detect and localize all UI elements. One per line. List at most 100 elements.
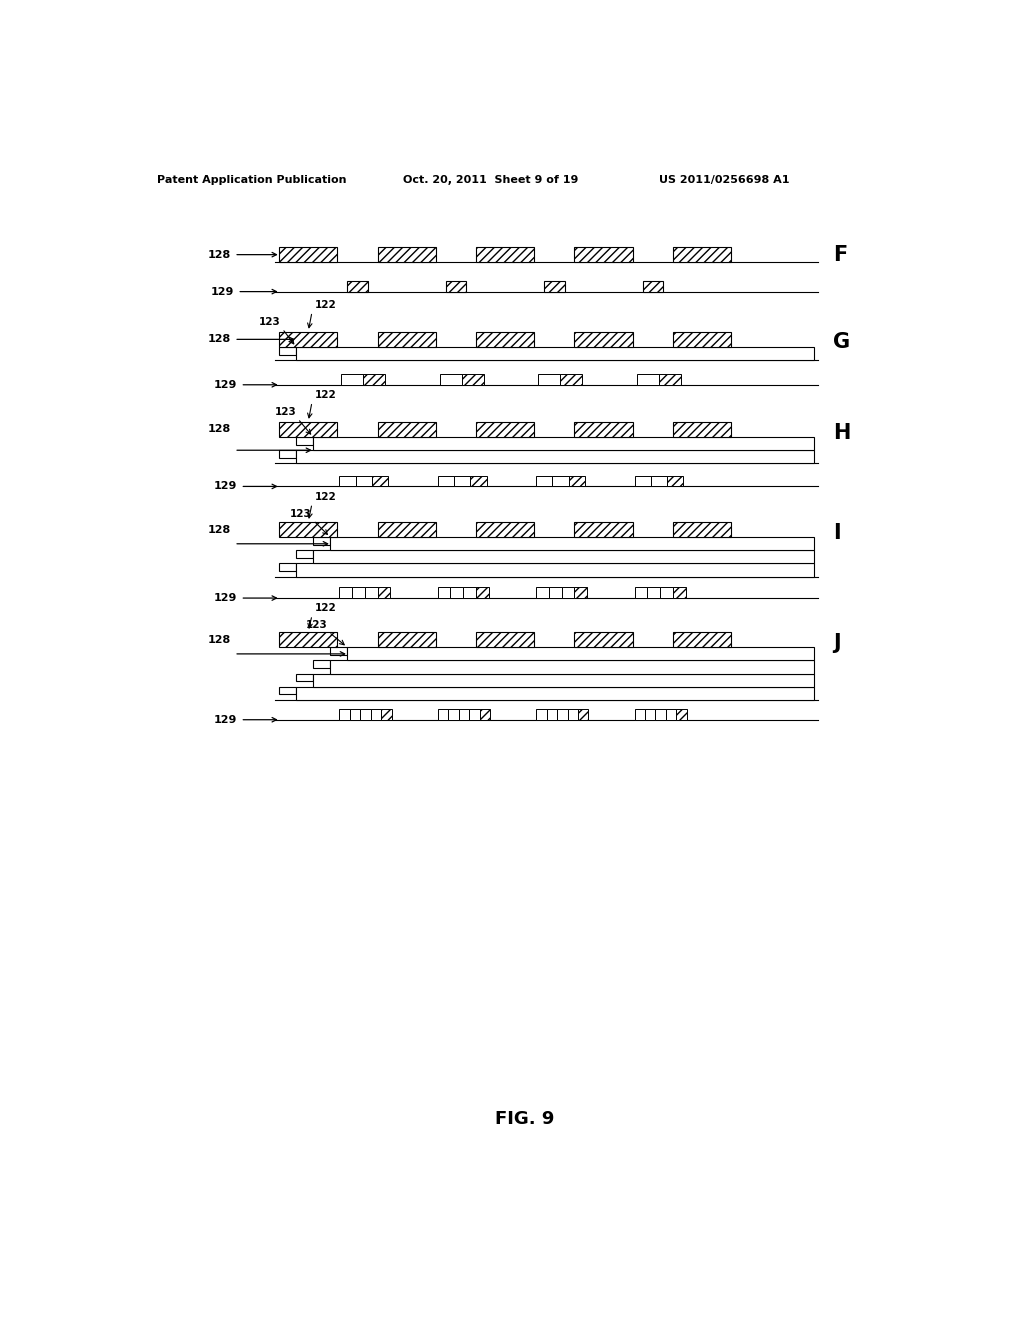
Bar [296, 564, 814, 577]
Bar [574, 521, 633, 537]
Bar [339, 587, 352, 598]
Bar [280, 521, 337, 537]
Bar [476, 422, 535, 437]
Bar [470, 475, 486, 487]
Text: 129: 129 [211, 286, 234, 297]
Bar [574, 632, 633, 647]
Text: 123: 123 [274, 407, 296, 417]
Bar [547, 709, 557, 719]
Text: F: F [834, 244, 848, 264]
Bar [562, 587, 574, 598]
Bar [280, 450, 296, 458]
Bar [296, 347, 814, 360]
Bar [296, 550, 313, 558]
Text: 129: 129 [214, 714, 238, 725]
Bar [552, 475, 568, 487]
Bar [462, 374, 484, 385]
Bar [331, 660, 814, 673]
Bar [350, 709, 360, 719]
Text: 128: 128 [208, 524, 231, 535]
Bar [378, 632, 435, 647]
Bar [378, 247, 435, 263]
Bar [296, 437, 313, 445]
Bar [331, 647, 347, 655]
Bar [331, 537, 814, 550]
Bar [673, 422, 731, 437]
Text: 122: 122 [314, 391, 336, 400]
Bar [673, 247, 731, 263]
Text: FIG. 9: FIG. 9 [496, 1110, 554, 1129]
Bar [574, 247, 633, 263]
Bar [660, 587, 673, 598]
Bar [469, 709, 479, 719]
Text: 122: 122 [314, 300, 336, 310]
Bar [667, 475, 683, 487]
Text: 123: 123 [305, 620, 328, 631]
Bar [643, 281, 663, 292]
Bar [574, 587, 588, 598]
Bar [658, 374, 681, 385]
Bar [360, 709, 371, 719]
Bar [476, 521, 535, 537]
Bar [567, 709, 578, 719]
Bar [313, 537, 331, 545]
Bar [647, 587, 660, 598]
Bar [574, 422, 633, 437]
Text: 129: 129 [214, 482, 238, 491]
Bar [637, 374, 658, 385]
Bar [339, 475, 355, 487]
Bar [280, 564, 296, 572]
Bar [280, 686, 296, 694]
Text: 123: 123 [259, 317, 281, 327]
Bar [347, 647, 814, 660]
Text: 129: 129 [214, 593, 238, 603]
Bar [677, 709, 687, 719]
Bar [537, 709, 547, 719]
Bar [645, 709, 655, 719]
Text: 122: 122 [314, 603, 336, 614]
Bar [378, 422, 435, 437]
Text: I: I [834, 523, 841, 543]
Bar [459, 709, 469, 719]
Bar [280, 331, 337, 347]
Text: 129: 129 [214, 380, 238, 389]
Bar [449, 709, 459, 719]
Bar [339, 709, 350, 719]
Bar [296, 450, 814, 463]
Bar [568, 475, 585, 487]
Text: US 2011/0256698 A1: US 2011/0256698 A1 [658, 176, 790, 185]
Bar [296, 673, 313, 681]
Text: G: G [834, 333, 850, 352]
Bar [479, 709, 490, 719]
Bar [557, 709, 567, 719]
Bar [476, 587, 488, 598]
Bar [578, 709, 589, 719]
Bar [476, 632, 535, 647]
Bar [437, 709, 449, 719]
Bar [655, 709, 666, 719]
Bar [313, 660, 331, 668]
Bar [537, 475, 552, 487]
Bar [355, 475, 372, 487]
Bar [378, 331, 435, 347]
Text: 128: 128 [208, 425, 231, 434]
Text: H: H [834, 422, 851, 442]
Bar [445, 281, 466, 292]
Bar [280, 347, 296, 355]
Bar [544, 281, 564, 292]
Bar [451, 587, 463, 598]
Bar [371, 709, 381, 719]
Bar [463, 587, 476, 598]
Bar [296, 686, 814, 700]
Bar [673, 632, 731, 647]
Bar [673, 587, 686, 598]
Bar [651, 475, 667, 487]
Bar [313, 550, 814, 564]
Bar [347, 281, 368, 292]
Text: J: J [834, 632, 841, 652]
Bar [378, 587, 390, 598]
Bar [280, 422, 337, 437]
Bar [381, 709, 391, 719]
Bar [476, 331, 535, 347]
Text: Oct. 20, 2011  Sheet 9 of 19: Oct. 20, 2011 Sheet 9 of 19 [403, 176, 579, 185]
